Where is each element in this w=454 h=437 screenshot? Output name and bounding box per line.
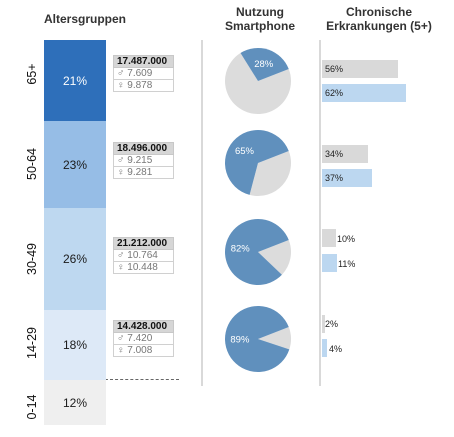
population-box-14-29: 14.428.000 ♂ 7.420 ♀ 7.008 (113, 320, 174, 357)
chronic-bar-grey-14-29 (322, 315, 325, 333)
age-label-30-49: 30-49 (25, 243, 39, 275)
age-label-0-14: 0-14 (25, 394, 39, 420)
separator-right (319, 40, 321, 386)
chronic-bar-label-grey-30-49: 10% (337, 234, 356, 244)
pie-rest-65plus (225, 53, 291, 114)
chronic-header-line1: Chronische (345, 5, 412, 19)
population-total: 21.212.000 (113, 237, 174, 250)
population-box-65plus: 17.487.000 ♂ 7.609 ♀ 9.878 (113, 55, 174, 92)
female-symbol-icon: ♀ (117, 167, 125, 178)
separator-left (201, 40, 203, 386)
dashed-divider (44, 379, 179, 380)
population-female: ♀ 9.878 (113, 80, 174, 92)
population-male-value: 7.609 (127, 68, 153, 79)
population-total: 14.428.000 (113, 320, 174, 333)
population-female: ♀ 10.448 (113, 262, 174, 274)
male-symbol-icon: ♂ (117, 250, 125, 261)
smartphone-header-line1: Nutzung (236, 5, 284, 19)
pie-label-30-49: 82% (231, 244, 251, 255)
pie-rest-14-29 (258, 327, 292, 350)
population-male-value: 7.420 (127, 333, 153, 344)
pie-65plus: 28% (225, 48, 291, 114)
age-segment-65plus: 21% (44, 40, 106, 121)
population-female: ♀ 9.281 (113, 167, 174, 179)
population-female-value: 10.448 (127, 262, 158, 273)
male-symbol-icon: ♂ (117, 155, 125, 166)
smartphone-header-line2: Smartphone (224, 19, 295, 33)
male-symbol-icon: ♂ (117, 68, 125, 79)
chronic-bar-label: 62% (325, 88, 344, 98)
age-segment-50-64: 23% (44, 121, 106, 208)
pie-slice-30-49 (225, 219, 289, 286)
chronic-bar-grey-65plus: 56% (322, 60, 398, 78)
population-female: ♀ 7.008 (113, 345, 174, 357)
chronic-bar-blue-14-29 (322, 339, 328, 357)
age-segment-14-29: 18% (44, 310, 106, 380)
age-segment-0-14: 12% (44, 380, 106, 425)
population-female-value: 7.008 (127, 345, 153, 356)
pie-14-29: 89% (225, 306, 292, 372)
population-male: ♂ 9.215 (113, 155, 174, 167)
population-male: ♂ 7.609 (113, 68, 174, 80)
pie-slice-14-29 (225, 306, 290, 372)
female-symbol-icon: ♀ (117, 345, 125, 356)
chronic-bar-label: 34% (325, 149, 344, 159)
chronic-bar-blue-50-64: 37% (322, 169, 373, 187)
age-label-50-64: 50-64 (25, 148, 39, 180)
population-total: 18.496.000 (113, 142, 174, 155)
population-male-value: 10.764 (127, 250, 158, 261)
pie-label-14-29: 89% (230, 335, 250, 346)
chronic-header-line2: Erkrankungen (5+) (326, 19, 432, 33)
chronic-bar-blue-30-49 (322, 254, 337, 272)
male-symbol-icon: ♂ (117, 333, 125, 344)
population-female-value: 9.878 (127, 80, 153, 91)
chronic-bar-label-blue-30-49: 11% (338, 259, 356, 269)
chronic-bar-blue-65plus: 62% (322, 84, 406, 102)
age-segment-30-49: 26% (44, 208, 106, 310)
female-symbol-icon: ♀ (117, 262, 125, 273)
pie-rest-50-64 (249, 151, 291, 196)
smartphone-header: Nutzung Smartphone (215, 5, 305, 33)
pie-slice-65plus (240, 48, 289, 81)
female-symbol-icon: ♀ (117, 80, 125, 91)
chronic-bar-grey-30-49 (322, 229, 336, 247)
pie-rest-30-49 (258, 240, 292, 275)
population-box-30-49: 21.212.000 ♂ 10.764 ♀ 10.448 (113, 237, 174, 274)
population-total: 17.487.000 (113, 55, 174, 68)
pie-label-65plus: 28% (254, 59, 274, 70)
chronic-bar-label: 56% (325, 64, 344, 74)
population-male: ♂ 10.764 (113, 250, 174, 262)
population-female-value: 9.281 (127, 167, 153, 178)
pie-50-64: 65% (224, 129, 291, 196)
population-male-value: 9.215 (127, 155, 153, 166)
age-groups-header: Altersgruppen (44, 12, 127, 26)
age-label-65plus: 65+ (25, 63, 39, 85)
chronic-header: Chronische Erkrankungen (5+) (318, 5, 440, 33)
pie-30-49: 82% (225, 219, 292, 286)
chronic-bar-label: 37% (325, 173, 344, 183)
population-box-50-64: 18.496.000 ♂ 9.215 ♀ 9.281 (113, 142, 174, 179)
chronic-bar-grey-50-64: 34% (322, 145, 369, 163)
chronic-bar-label-blue-14-29: 4% (329, 344, 343, 354)
pie-label-50-64: 65% (235, 146, 255, 157)
age-label-14-29: 14-29 (25, 327, 39, 359)
population-male: ♂ 7.420 (113, 333, 174, 345)
chronic-bar-label-grey-14-29: 2% (325, 319, 339, 329)
pie-slice-50-64 (224, 129, 289, 195)
